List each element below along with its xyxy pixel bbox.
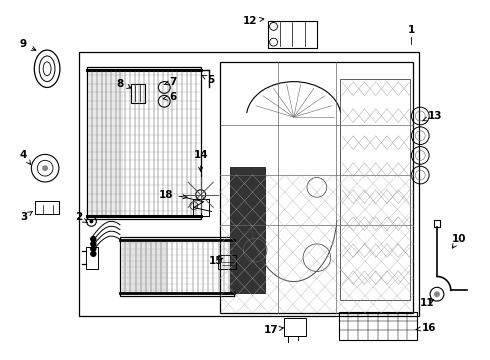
Text: 14: 14 xyxy=(194,150,208,171)
Text: 17: 17 xyxy=(264,325,283,335)
Circle shape xyxy=(91,237,96,242)
Text: 2: 2 xyxy=(75,212,88,222)
Text: 12: 12 xyxy=(243,15,264,26)
Text: 3: 3 xyxy=(20,211,32,222)
Bar xyxy=(90,71,123,215)
Text: 4: 4 xyxy=(20,150,31,165)
Circle shape xyxy=(91,242,96,247)
Bar xyxy=(268,21,317,48)
Bar xyxy=(193,199,209,216)
Circle shape xyxy=(196,190,206,200)
Text: 9: 9 xyxy=(20,39,36,50)
Text: 1: 1 xyxy=(408,25,415,35)
Circle shape xyxy=(434,291,440,297)
Bar xyxy=(340,80,410,300)
Bar xyxy=(339,312,417,339)
Bar xyxy=(220,62,414,313)
Text: 18: 18 xyxy=(159,190,187,200)
Text: 10: 10 xyxy=(451,234,466,248)
Text: 13: 13 xyxy=(422,111,442,121)
Text: 16: 16 xyxy=(416,323,437,333)
Text: 11: 11 xyxy=(420,298,435,308)
Text: 7: 7 xyxy=(164,77,177,86)
Bar xyxy=(434,220,440,227)
Circle shape xyxy=(42,165,48,171)
Text: 6: 6 xyxy=(163,92,177,102)
Circle shape xyxy=(91,247,96,251)
Text: 8: 8 xyxy=(116,78,131,89)
Bar xyxy=(120,237,234,296)
Bar xyxy=(88,67,201,219)
Circle shape xyxy=(91,251,96,256)
Bar xyxy=(230,167,265,293)
Bar xyxy=(284,318,306,336)
Bar xyxy=(219,255,236,269)
Circle shape xyxy=(90,219,94,223)
Bar xyxy=(35,201,59,215)
Text: 5: 5 xyxy=(201,75,214,85)
Bar xyxy=(131,84,145,103)
Bar xyxy=(122,241,168,292)
Text: 15: 15 xyxy=(209,256,224,266)
